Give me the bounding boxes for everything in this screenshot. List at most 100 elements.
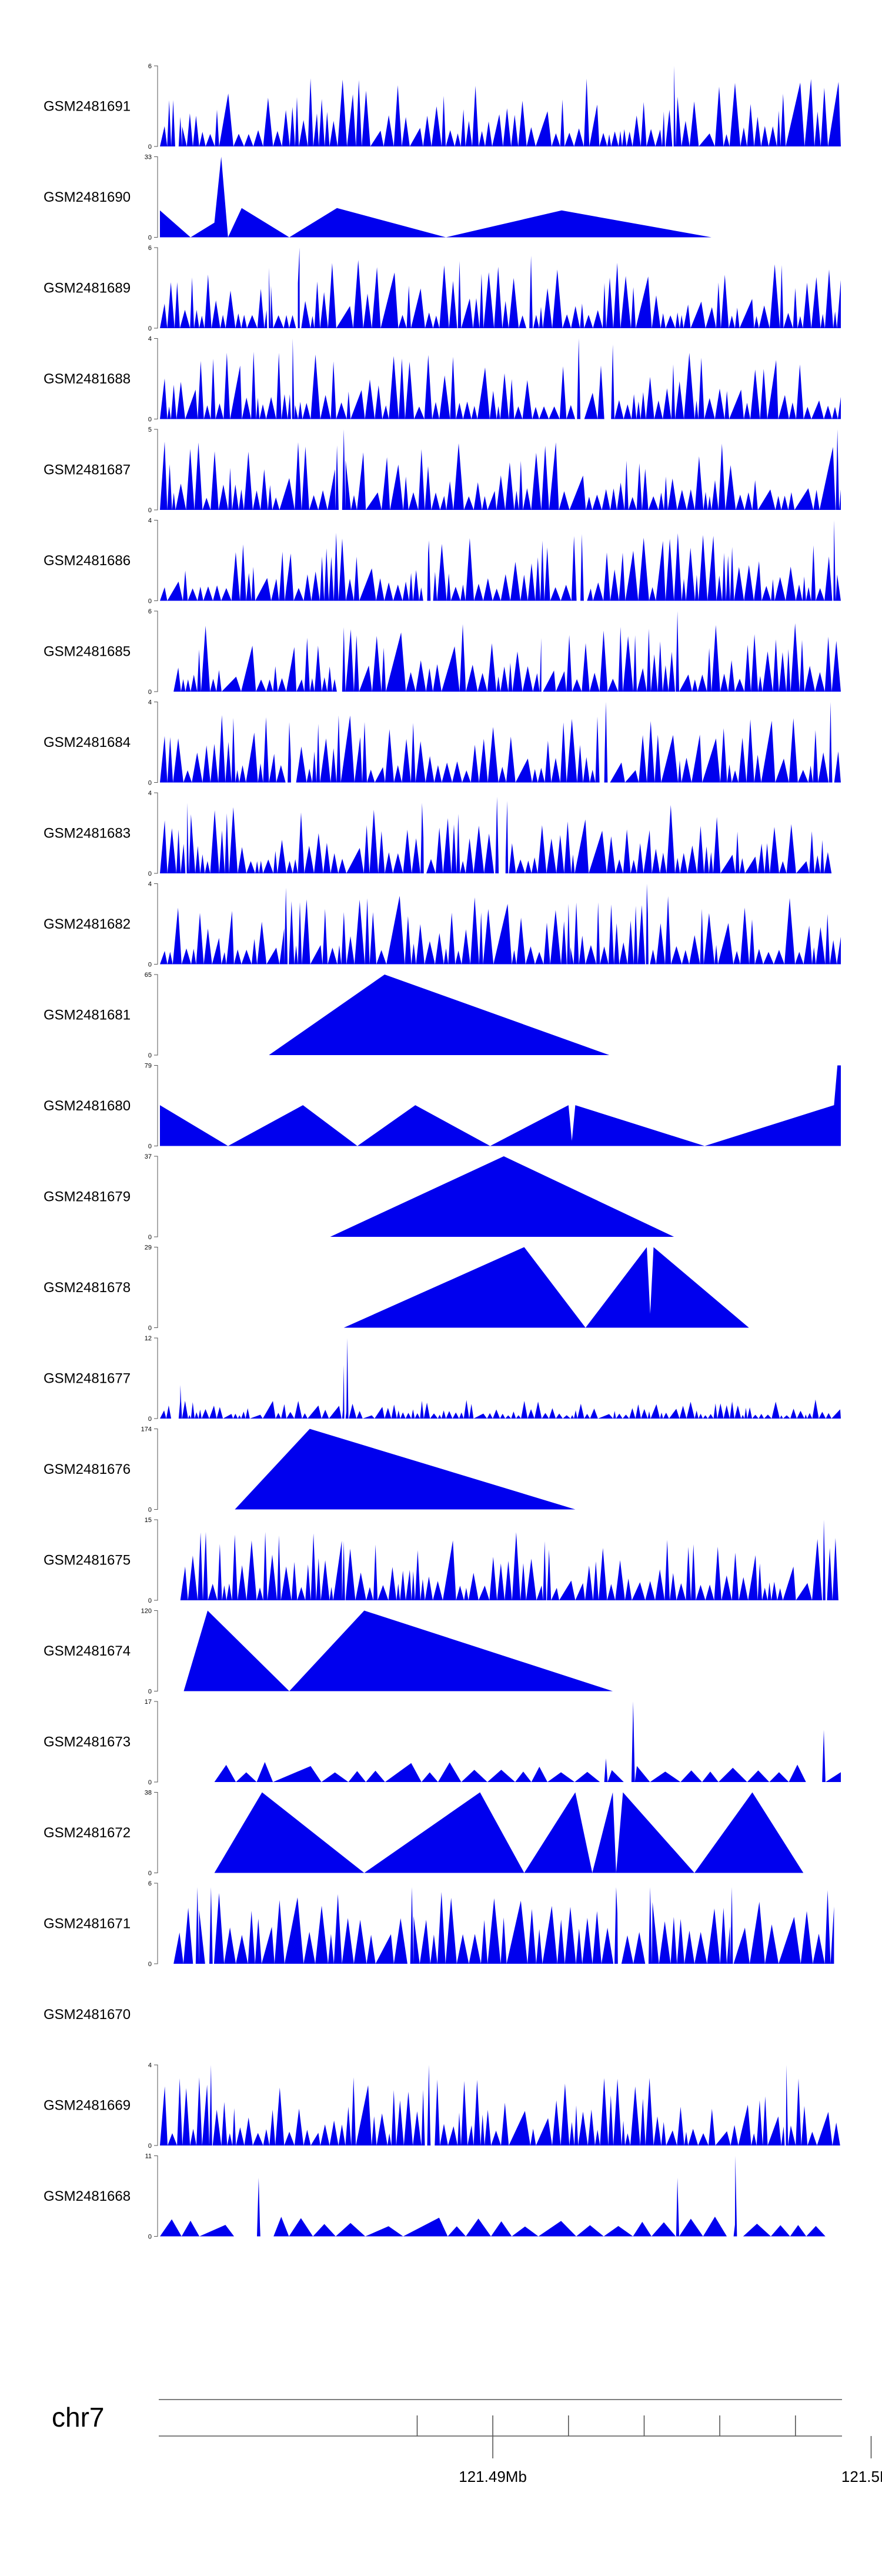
- y-axis: [154, 1429, 158, 1510]
- y-tick-max: 17: [145, 1699, 152, 1706]
- y-tick-min: 0: [148, 1143, 152, 1150]
- y-tick-min: 0: [148, 325, 152, 332]
- y-axis: [154, 1519, 158, 1601]
- x-tick-label: 121.5Mb: [841, 2468, 882, 2485]
- y-tick-max: 33: [145, 154, 152, 161]
- y-tick-min: 0: [148, 235, 152, 242]
- y-axis: [154, 1065, 158, 1146]
- y-tick-min: 0: [148, 1779, 152, 1786]
- track-GSM2481670: GSM2481670: [44, 2007, 131, 2023]
- y-tick-min: 0: [148, 2234, 152, 2241]
- track-GSM2481680: GSM2481680 79 0: [44, 1063, 841, 1150]
- y-axis: [154, 1883, 158, 1964]
- coverage-area: [160, 66, 841, 146]
- track-GSM2481676: GSM2481676 174 0: [44, 1426, 576, 1514]
- track-GSM2481668: GSM2481668 11 0: [44, 2153, 826, 2241]
- coverage-area: [160, 248, 841, 328]
- coverage-area: [180, 1520, 838, 1600]
- track-label: GSM2481690: [44, 189, 131, 205]
- y-axis: [154, 610, 158, 692]
- y-tick-min: 0: [148, 962, 152, 969]
- coverage-area: [269, 975, 610, 1055]
- track-GSM2481681: GSM2481681 65 0: [44, 972, 610, 1059]
- track-GSM2481673: GSM2481673 17 0: [44, 1699, 841, 1786]
- y-axis: [154, 2155, 158, 2237]
- x-tick-label: 121.49Mb: [459, 2468, 527, 2485]
- y-axis: [154, 1247, 158, 1328]
- y-tick-max: 4: [148, 336, 152, 343]
- track-GSM2481677: GSM2481677 12 0: [44, 1335, 841, 1423]
- track-GSM2481669: GSM2481669 4 0: [44, 2062, 840, 2150]
- y-tick-min: 0: [148, 144, 152, 151]
- y-tick-max: 5: [148, 426, 152, 433]
- y-tick-max: 38: [145, 1790, 152, 1797]
- track-label: GSM2481680: [44, 1098, 131, 1114]
- y-axis: [154, 883, 158, 965]
- chromosome-label: chr7: [52, 2402, 104, 2432]
- track-GSM2481682: GSM2481682 4 0: [44, 881, 841, 969]
- y-tick-max: 15: [145, 1517, 152, 1524]
- track-label: GSM2481683: [44, 826, 131, 842]
- coverage-area: [214, 1701, 841, 1782]
- track-label: GSM2481676: [44, 1461, 131, 1477]
- y-axis: [154, 65, 158, 147]
- track-GSM2481687: GSM2481687 5 0: [44, 426, 841, 514]
- coverage-area: [160, 429, 841, 510]
- y-tick-max: 4: [148, 518, 152, 525]
- y-tick-min: 0: [148, 2143, 152, 2150]
- y-tick-max: 6: [148, 1880, 152, 1887]
- x-axis-ticks: 121.49Mb 121.5Mb: [416, 2415, 882, 2485]
- track-GSM2481689: GSM2481689 6 0: [44, 245, 841, 332]
- coverage-area: [160, 520, 841, 601]
- track-label: GSM2481669: [44, 2098, 131, 2114]
- y-tick-min: 0: [148, 1234, 152, 1241]
- y-tick-min: 0: [148, 870, 152, 877]
- track-label: GSM2481685: [44, 644, 131, 660]
- y-tick-max: 6: [148, 245, 152, 252]
- coverage-area: [183, 1610, 613, 1691]
- y-tick-min: 0: [148, 780, 152, 787]
- track-group: GSM248169160GSM2481690330GSM248168960GSM…: [44, 63, 841, 2241]
- track-GSM2481691: GSM2481691 6 0: [44, 63, 841, 151]
- coverage-area: [160, 2155, 826, 2237]
- track-GSM2481675: GSM2481675 15 0: [44, 1517, 838, 1604]
- coverage-area: [235, 1429, 576, 1510]
- y-tick-min: 0: [148, 1052, 152, 1059]
- y-tick-max: 120: [141, 1608, 152, 1615]
- y-tick-min: 0: [148, 1870, 152, 1877]
- y-tick-max: 29: [145, 1244, 152, 1252]
- y-tick-max: 4: [148, 699, 152, 706]
- y-axis: [154, 1792, 158, 1873]
- track-label: GSM2481670: [44, 2007, 131, 2023]
- track-label: GSM2481684: [44, 735, 131, 750]
- track-label: GSM2481673: [44, 1734, 131, 1750]
- y-tick-max: 6: [148, 608, 152, 615]
- y-tick-min: 0: [148, 1597, 152, 1604]
- y-tick-max: 11: [145, 2153, 152, 2160]
- coverage-area: [160, 2065, 840, 2145]
- y-axis: [154, 1701, 158, 1783]
- track-GSM2481684: GSM2481684 4 0: [44, 699, 841, 787]
- track-label: GSM2481672: [44, 1825, 131, 1841]
- track-GSM2481690: GSM2481690 33 0: [44, 154, 711, 242]
- y-axis: [154, 702, 158, 783]
- track-GSM2481671: GSM2481671 6 0: [44, 1880, 834, 1968]
- track-label: GSM2481671: [44, 1916, 131, 1932]
- track-label: GSM2481686: [44, 553, 131, 569]
- track-GSM2481688: GSM2481688 4 0: [44, 336, 841, 423]
- y-axis: [154, 1337, 158, 1419]
- track-GSM2481678: GSM2481678 29 0: [44, 1244, 749, 1332]
- coverage-area: [160, 883, 841, 965]
- track-GSM2481672: GSM2481672 38 0: [44, 1790, 804, 1877]
- track-label: GSM2481677: [44, 1371, 131, 1387]
- coverage-area: [160, 156, 711, 238]
- y-axis: [154, 338, 158, 419]
- y-axis: [154, 156, 158, 238]
- track-label: GSM2481675: [44, 1553, 131, 1569]
- track-label: GSM2481691: [44, 99, 131, 115]
- track-GSM2481685: GSM2481685 6 0: [44, 608, 841, 696]
- y-tick-min: 0: [148, 1689, 152, 1696]
- track-label: GSM2481681: [44, 1007, 131, 1023]
- y-tick-max: 4: [148, 790, 152, 797]
